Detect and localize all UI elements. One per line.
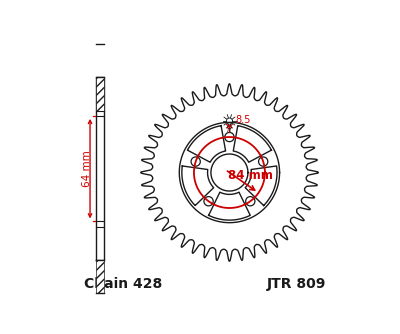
Bar	[96, 260, 104, 293]
Text: 8.5: 8.5	[235, 115, 251, 125]
Circle shape	[225, 132, 234, 142]
Polygon shape	[179, 122, 280, 223]
Polygon shape	[182, 166, 214, 205]
Circle shape	[246, 197, 255, 206]
Text: Chain 428: Chain 428	[84, 277, 162, 291]
Polygon shape	[141, 84, 318, 261]
Polygon shape	[233, 126, 272, 162]
Bar	[96, 77, 104, 111]
Circle shape	[191, 157, 200, 166]
Circle shape	[258, 157, 268, 166]
Text: JTR 809: JTR 809	[266, 277, 326, 291]
Polygon shape	[211, 154, 248, 191]
Polygon shape	[245, 166, 277, 205]
Text: 84 mm: 84 mm	[228, 169, 273, 182]
Circle shape	[204, 197, 213, 206]
Text: 64 mm: 64 mm	[82, 150, 92, 187]
Polygon shape	[209, 192, 250, 220]
Polygon shape	[188, 126, 226, 162]
Text: $\pi$: $\pi$	[226, 126, 232, 134]
